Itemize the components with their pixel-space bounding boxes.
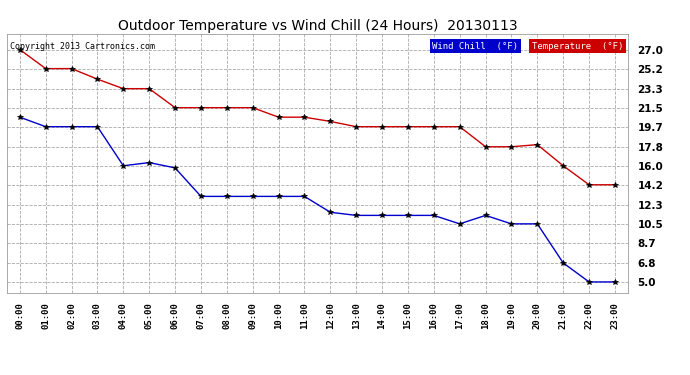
Text: Temperature  (°F): Temperature (°F) xyxy=(531,42,623,51)
Text: Wind Chill  (°F): Wind Chill (°F) xyxy=(432,42,518,51)
Title: Outdoor Temperature vs Wind Chill (24 Hours)  20130113: Outdoor Temperature vs Wind Chill (24 Ho… xyxy=(117,19,518,33)
Text: Copyright 2013 Cartronics.com: Copyright 2013 Cartronics.com xyxy=(10,42,155,51)
